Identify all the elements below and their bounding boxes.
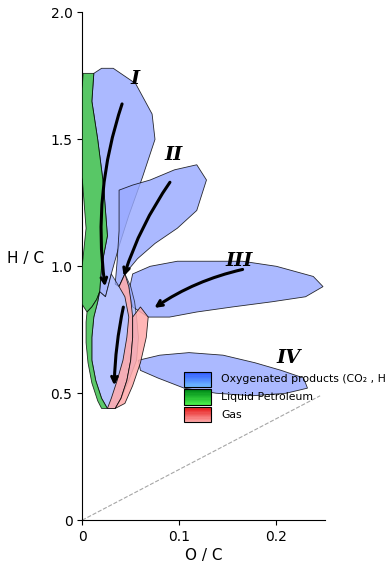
- Bar: [184, 414, 212, 415]
- Bar: [184, 376, 212, 377]
- Bar: [184, 420, 212, 421]
- Bar: [184, 400, 212, 401]
- Polygon shape: [107, 274, 133, 409]
- Bar: [184, 386, 212, 387]
- Text: Liquid Petroleum: Liquid Petroleum: [221, 392, 313, 402]
- Bar: [184, 398, 212, 400]
- Bar: [184, 383, 212, 384]
- Polygon shape: [86, 292, 107, 409]
- Polygon shape: [129, 261, 323, 317]
- Bar: [184, 407, 212, 409]
- Bar: [184, 411, 212, 412]
- Bar: [184, 415, 212, 416]
- Polygon shape: [115, 307, 148, 409]
- Bar: [184, 397, 212, 398]
- Bar: [184, 394, 212, 396]
- Polygon shape: [92, 274, 139, 409]
- Text: III: III: [226, 253, 253, 270]
- Bar: [184, 374, 212, 376]
- X-axis label: O / C: O / C: [185, 548, 222, 563]
- Bar: [184, 410, 212, 411]
- Text: II: II: [165, 146, 183, 164]
- Bar: [184, 421, 212, 422]
- Bar: [184, 390, 212, 392]
- Text: Gas: Gas: [221, 410, 242, 420]
- Bar: [184, 409, 212, 410]
- Bar: [184, 379, 212, 381]
- Bar: [184, 373, 212, 374]
- Y-axis label: H / C: H / C: [7, 251, 44, 266]
- Text: IV: IV: [276, 349, 301, 367]
- Bar: [184, 402, 212, 404]
- Bar: [184, 407, 212, 422]
- Bar: [184, 381, 212, 382]
- Bar: [184, 393, 212, 394]
- Text: I: I: [131, 70, 140, 88]
- Bar: [184, 417, 212, 418]
- Bar: [184, 404, 212, 405]
- Bar: [184, 396, 212, 397]
- Bar: [184, 416, 212, 417]
- Bar: [184, 389, 212, 405]
- Bar: [184, 372, 212, 373]
- Bar: [184, 377, 212, 378]
- Polygon shape: [115, 165, 207, 287]
- Bar: [184, 389, 212, 390]
- Bar: [184, 378, 212, 379]
- Bar: [184, 382, 212, 383]
- Polygon shape: [92, 68, 155, 297]
- Bar: [184, 401, 212, 402]
- Text: Oxygenated products (CO₂ , H₂O): Oxygenated products (CO₂ , H₂O): [221, 374, 386, 384]
- Bar: [184, 412, 212, 414]
- Bar: [184, 372, 212, 387]
- Bar: [184, 392, 212, 393]
- Bar: [184, 418, 212, 420]
- Polygon shape: [139, 353, 308, 396]
- Polygon shape: [82, 74, 107, 312]
- Bar: [184, 384, 212, 386]
